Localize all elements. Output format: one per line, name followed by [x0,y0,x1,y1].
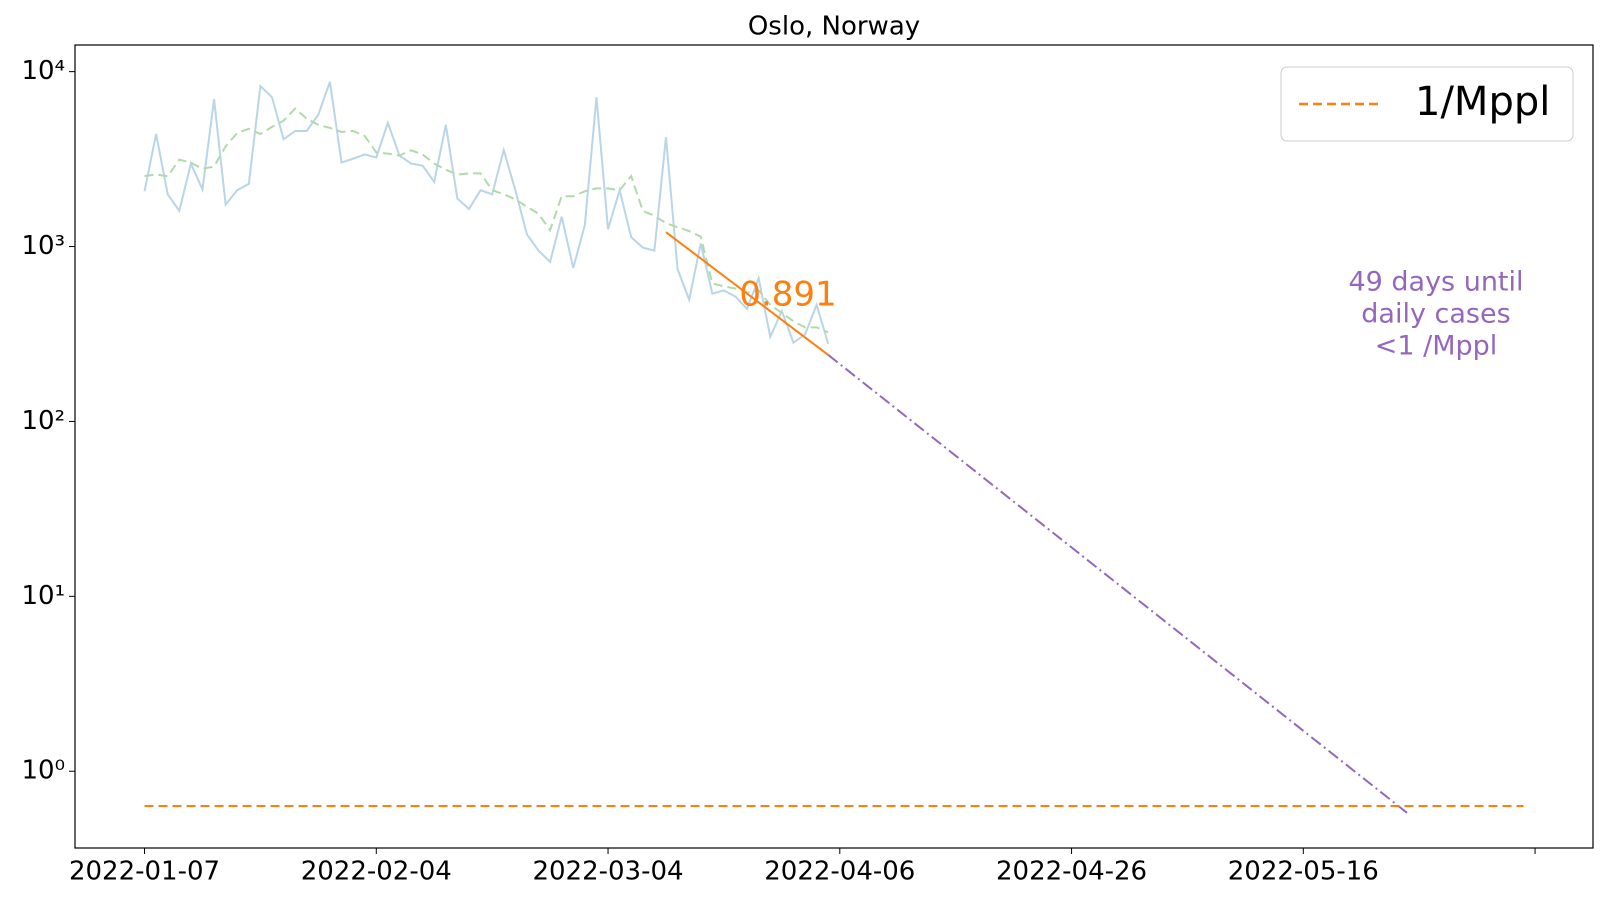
projection-annotation: <1 /Mppl [1375,331,1498,362]
plot-frame [74,44,1594,849]
legend: 1/Mppl [1280,66,1574,142]
x-tick-label: 2022-04-26 [996,857,1147,887]
y-tick-label: 10² [21,406,65,436]
series-line [144,107,829,334]
series-line [827,354,1409,815]
y-tick-label: 10⁴ [21,56,65,86]
x-tick-label: 2022-03-04 [532,857,683,887]
x-tick-label: 2022-01-07 [69,857,220,887]
fit-annotation: 0.891 [739,275,836,315]
y-tick-label: 10¹ [21,581,65,611]
x-tick-label: 2022-02-04 [301,857,452,887]
series-line [665,231,829,356]
y-tick-label: 10⁰ [21,756,65,786]
legend-label: 1/Mppl [1415,79,1550,125]
legend-frame [1280,66,1574,142]
projection-annotation: daily cases [1361,299,1510,330]
chart-title: Oslo, Norway [748,12,920,42]
y-tick-label: 10³ [21,231,65,261]
x-tick-label: 2022-04-06 [764,857,915,887]
x-tick-label: 2022-05-16 [1228,857,1379,887]
series-line [143,81,830,345]
projection-annotation: 49 days until [1348,267,1523,298]
